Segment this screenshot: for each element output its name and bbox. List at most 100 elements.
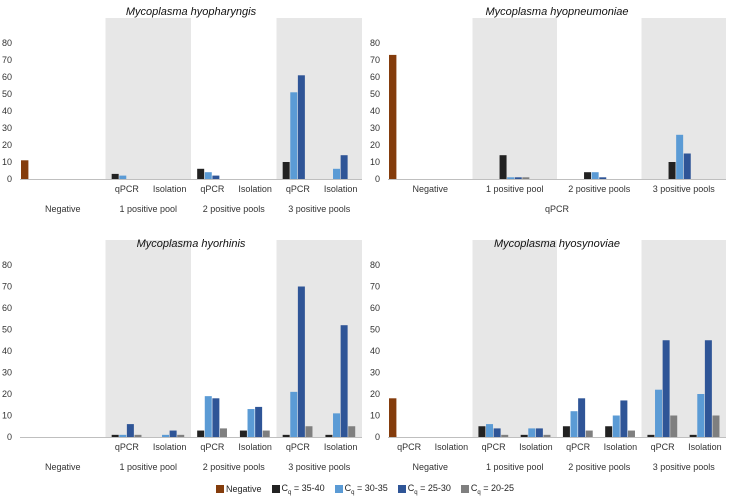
chart-mycoplasma-hyopharyngis-ytick-80: 80 [2,38,12,48]
legend-swatch-cq-20-25 [460,484,469,493]
chart-mycoplasma-hyosynoviae-sublabel-2-positive-pools-qpcr: qPCR [566,442,591,452]
chart-mycoplasma-hyopneumoniae-group-label-2-positive-pools: 2 positive pools [568,184,631,194]
legend-swatch-cq-35-40 [271,484,280,493]
chart-mycoplasma-hyosynoviae-bar-2-positive-pools-isolation-s3 [627,430,635,437]
chart-mycoplasma-hyorhinis-bar-3-positive-pools-qpcr-s2 [297,286,305,437]
chart-mycoplasma-hyorhinis-ytick-40: 40 [2,346,12,356]
chart-mycoplasma-hyorhinis-ytick-70: 70 [2,282,12,292]
chart-mycoplasma-hyosynoviae-sublabel-2-positive-pools-isolation: Isolation [604,442,638,452]
chart-mycoplasma-hyopharyngis-group-label-2-positive-pools: 2 positive pools [203,204,266,214]
chart-mycoplasma-hyopneumoniae-ytick-10: 10 [370,157,380,167]
chart-mycoplasma-hyosynoviae-ytick-30: 30 [370,368,380,378]
legend-item-cq-20-25: Cq = 20-25 [460,482,515,496]
chart-mycoplasma-hyopharyngis-bar-1-positive-pool-qpcr-s1 [119,175,127,179]
chart-mycoplasma-hyopharyngis-bar-3-positive-pools-isolation-s2 [340,155,348,179]
chart-mycoplasma-hyosynoviae-ytick-10: 10 [370,411,380,421]
chart-mycoplasma-hyorhinis-bar-3-positive-pools-isolation-s2 [340,325,348,437]
legend-item-negative: Negative [215,484,262,494]
legend-label-negative: Negative [225,484,262,494]
chart-mycoplasma-hyosynoviae-sublabel-3-positive-pools-isolation: Isolation [688,442,722,452]
chart-mycoplasma-hyorhinis-bar-1-positive-pool-isolation-s2 [169,430,177,437]
chart-mycoplasma-hyosynoviae-group-label-2-positive-pools: 2 positive pools [568,462,631,472]
chart-mycoplasma-hyopneumoniae-shade-1-positive-pool [472,18,557,179]
legend-item-cq-25-30: Cq = 25-30 [397,482,451,496]
chart-mycoplasma-hyorhinis-bar-2-positive-pools-qpcr-s1 [204,396,212,437]
chart-mycoplasma-hyopneumoniae-ytick-30: 30 [370,123,380,133]
chart-mycoplasma-hyosynoviae-ytick-40: 40 [370,346,380,356]
chart-mycoplasma-hyopneumoniae-ytick-40: 40 [370,106,380,116]
chart-mycoplasma-hyopharyngis-sublabel-3-positive-pools-isolation: Isolation [324,184,358,194]
chart-mycoplasma-hyopneumoniae-shade-3-positive-pools [641,18,726,179]
chart-mycoplasma-hyosynoviae-group-label-3-positive-pools: 3 positive pools [653,462,716,472]
chart-mycoplasma-hyosynoviae-bar-negative-isolation-s0 [389,434,397,437]
chart-mycoplasma-hyosynoviae-bar-3-positive-pools-qpcr-s3 [670,415,678,437]
chart-mycoplasma-hyosynoviae-sublabel-negative-isolation: Isolation [435,442,469,452]
chart-mycoplasma-hyorhinis-bar-3-positive-pools-qpcr-s0 [282,434,290,437]
chart-mycoplasma-hyorhinis-bar-1-positive-pool-qpcr-s1 [119,434,127,437]
chart-mycoplasma-hyopharyngis-sublabel-2-positive-pools-isolation: Isolation [238,184,272,194]
chart-mycoplasma-hyopharyngis-title: Mycoplasma hyopharyngis [126,6,257,18]
chart-mycoplasma-hyorhinis-sublabel-2-positive-pools-qpcr: qPCR [200,442,225,452]
legend-item-cq-35-40: Cq = 35-40 [271,483,325,495]
chart-mycoplasma-hyopharyngis-ytick-10: 10 [2,157,12,167]
chart-mycoplasma-hyopharyngis-bar-3-positive-pools-qpcr-s2 [297,75,305,179]
chart-mycoplasma-hyorhinis-bar-3-positive-pools-qpcr-s1 [290,391,298,437]
chart-mycoplasma-hyopneumoniae-group-label-negative: Negative [412,184,448,194]
chart-mycoplasma-hyosynoviae-bar-2-positive-pools-qpcr-s3 [585,430,593,437]
legend-item-cq-30-35: Cq = 30-35 [334,482,388,496]
chart-mycoplasma-hyopharyngis-ytick-60: 60 [2,72,12,82]
chart-mycoplasma-hyopneumoniae-bar-2-positive-pools-s1 [591,172,599,179]
chart-mycoplasma-hyorhinis-bar-2-positive-pools-isolation-s0 [239,430,247,437]
legend-label-cq-25-30: Cq = 25-30 [407,482,451,496]
chart-mycoplasma-hyopharyngis-bar-1-positive-pool-qpcr-s0 [111,173,119,179]
chart-mycoplasma-hyopneumoniae-bar-3-positive-pools-s0 [668,162,676,179]
chart-mycoplasma-hyorhinis-title: Mycoplasma hyorhinis [137,238,246,250]
legend-label-cq-20-25: Cq = 20-25 [470,482,515,496]
chart-mycoplasma-hyopharyngis-group-label-3-positive-pools: 3 positive pools [288,204,351,214]
chart-mycoplasma-hyorhinis-bar-2-positive-pools-qpcr-s0 [197,430,205,437]
chart-mycoplasma-hyosynoviae-sublabel-3-positive-pools-qpcr: qPCR [651,442,676,452]
chart-mycoplasma-hyorhinis-ytick-0: 0 [7,432,12,442]
chart-mycoplasma-hyorhinis-bar-3-positive-pools-qpcr-s3 [305,426,313,437]
chart-mycoplasma-hyopharyngis-bar-negative-s0 [21,160,29,179]
chart-mycoplasma-hyopneumoniae-bar-2-positive-pools-s0 [584,172,592,179]
chart-mycoplasma-hyopneumoniae-title: Mycoplasma hyopneumoniae [485,6,628,18]
chart-mycoplasma-hyosynoviae-bar-3-positive-pools-qpcr-s2 [662,340,670,437]
chart-mycoplasma-hyorhinis-sublabel-1-positive-pool-qpcr: qPCR [115,442,140,452]
chart-mycoplasma-hyorhinis-group-label-1-positive-pool: 1 positive pool [119,462,177,472]
chart-mycoplasma-hyopharyngis-ytick-70: 70 [2,55,12,65]
chart-mycoplasma-hyopneumoniae-bar-2-positive-pools-s2 [599,177,607,179]
chart-mycoplasma-hyosynoviae-bar-1-positive-pool-qpcr-s1 [486,424,494,437]
chart-mycoplasma-hyosynoviae-ytick-0: 0 [375,432,380,442]
chart-mycoplasma-hyorhinis-bar-3-positive-pools-isolation-s3 [348,426,356,437]
chart-mycoplasma-hyorhinis-bar-2-positive-pools-qpcr-s2 [212,398,220,437]
chart-mycoplasma-hyopharyngis-group-label-1-positive-pool: 1 positive pool [119,204,177,214]
chart-mycoplasma-hyorhinis-ytick-20: 20 [2,389,12,399]
chart-mycoplasma-hyosynoviae-ytick-80: 80 [370,260,380,270]
legend-swatch-cq-25-30 [397,484,406,493]
chart-mycoplasma-hyorhinis-group-label-2-positive-pools: 2 positive pools [203,462,266,472]
chart-mycoplasma-hyosynoviae-bar-negative-qpcr-s0 [389,398,397,437]
chart-mycoplasma-hyorhinis-ytick-30: 30 [2,368,12,378]
chart-mycoplasma-hyopneumoniae-ytick-60: 60 [370,72,380,82]
chart-mycoplasma-hyorhinis-bar-3-positive-pools-isolation-s0 [325,434,333,437]
legend: Negative Cq = 35-40 Cq = 30-35 Cq = 25-3… [0,481,730,497]
chart-mycoplasma-hyopharyngis-ytick-30: 30 [2,123,12,133]
chart-mycoplasma-hyorhinis-ytick-50: 50 [2,325,12,335]
chart-mycoplasma-hyopharyngis-bar-2-positive-pools-qpcr-s2 [212,175,220,179]
chart-mycoplasma-hyopneumoniae-bar-1-positive-pool-s0 [499,155,507,179]
chart-mycoplasma-hyopharyngis-bar-3-positive-pools-isolation-s1 [333,168,341,179]
chart-mycoplasma-hyopneumoniae-bar-3-positive-pools-s1 [676,134,684,179]
chart-mycoplasma-hyosynoviae-bar-1-positive-pool-qpcr-s3 [501,434,509,437]
chart-mycoplasma-hyosynoviae-bar-1-positive-pool-qpcr-s2 [493,428,501,437]
chart-mycoplasma-hyopharyngis-ytick-50: 50 [2,89,12,99]
chart-mycoplasma-hyopneumoniae-bar-1-positive-pool-s1 [507,177,515,179]
chart-mycoplasma-hyosynoviae-ytick-20: 20 [370,389,380,399]
chart-mycoplasma-hyopneumoniae-ytick-80: 80 [370,38,380,48]
chart-mycoplasma-hyorhinis-bar-1-positive-pool-qpcr-s3 [134,434,142,437]
chart-mycoplasma-hyorhinis-bar-2-positive-pools-isolation-s2 [255,406,263,437]
chart-mycoplasma-hyopneumoniae-bar-negative-s0 [389,54,397,179]
legend-label-cq-30-35: Cq = 30-35 [344,482,388,496]
chart-mycoplasma-hyorhinis-ytick-80: 80 [2,260,12,270]
chart-mycoplasma-hyopharyngis-bar-2-positive-pools-qpcr-s0 [197,168,205,179]
